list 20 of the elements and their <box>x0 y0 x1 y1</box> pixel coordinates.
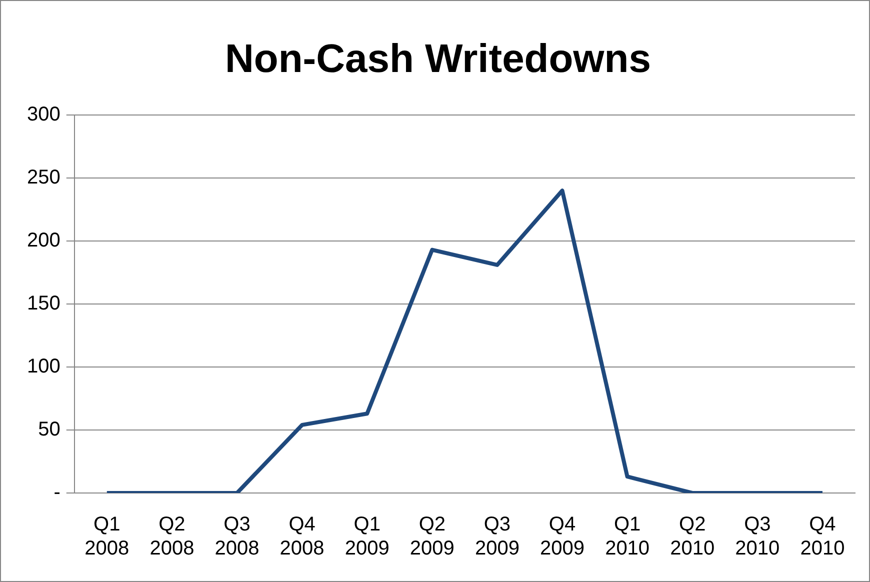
y-tick-label: 200 <box>26 230 60 252</box>
x-tick-label: Q4 2009 <box>540 514 585 560</box>
y-tick-label: 300 <box>26 104 60 126</box>
y-tick-label: - <box>54 482 60 504</box>
x-tick-label: Q4 2008 <box>280 514 324 560</box>
x-tick-label: Q1 2010 <box>605 514 650 560</box>
x-tick-label: Q2 2009 <box>410 514 454 560</box>
y-tick-label: 150 <box>26 292 60 315</box>
x-tick-label: Q3 2010 <box>735 514 780 560</box>
x-tick-label: Q1 2009 <box>344 514 390 560</box>
y-tick-label: 100 <box>26 356 60 378</box>
x-tick-label: Q4 2010 <box>800 514 845 560</box>
chart-title: Non-Cash Writedowns <box>225 37 651 82</box>
x-tick-label: Q3 2009 <box>474 514 520 560</box>
x-tick-label: Q3 2008 <box>214 514 260 560</box>
x-tick-label: Q1 2008 <box>84 514 130 560</box>
y-tick-label: 250 <box>26 166 60 189</box>
y-tick-label: 50 <box>38 418 60 441</box>
x-tick-label: Q2 2010 <box>670 514 715 560</box>
x-tick-label: Q2 2008 <box>150 514 194 560</box>
